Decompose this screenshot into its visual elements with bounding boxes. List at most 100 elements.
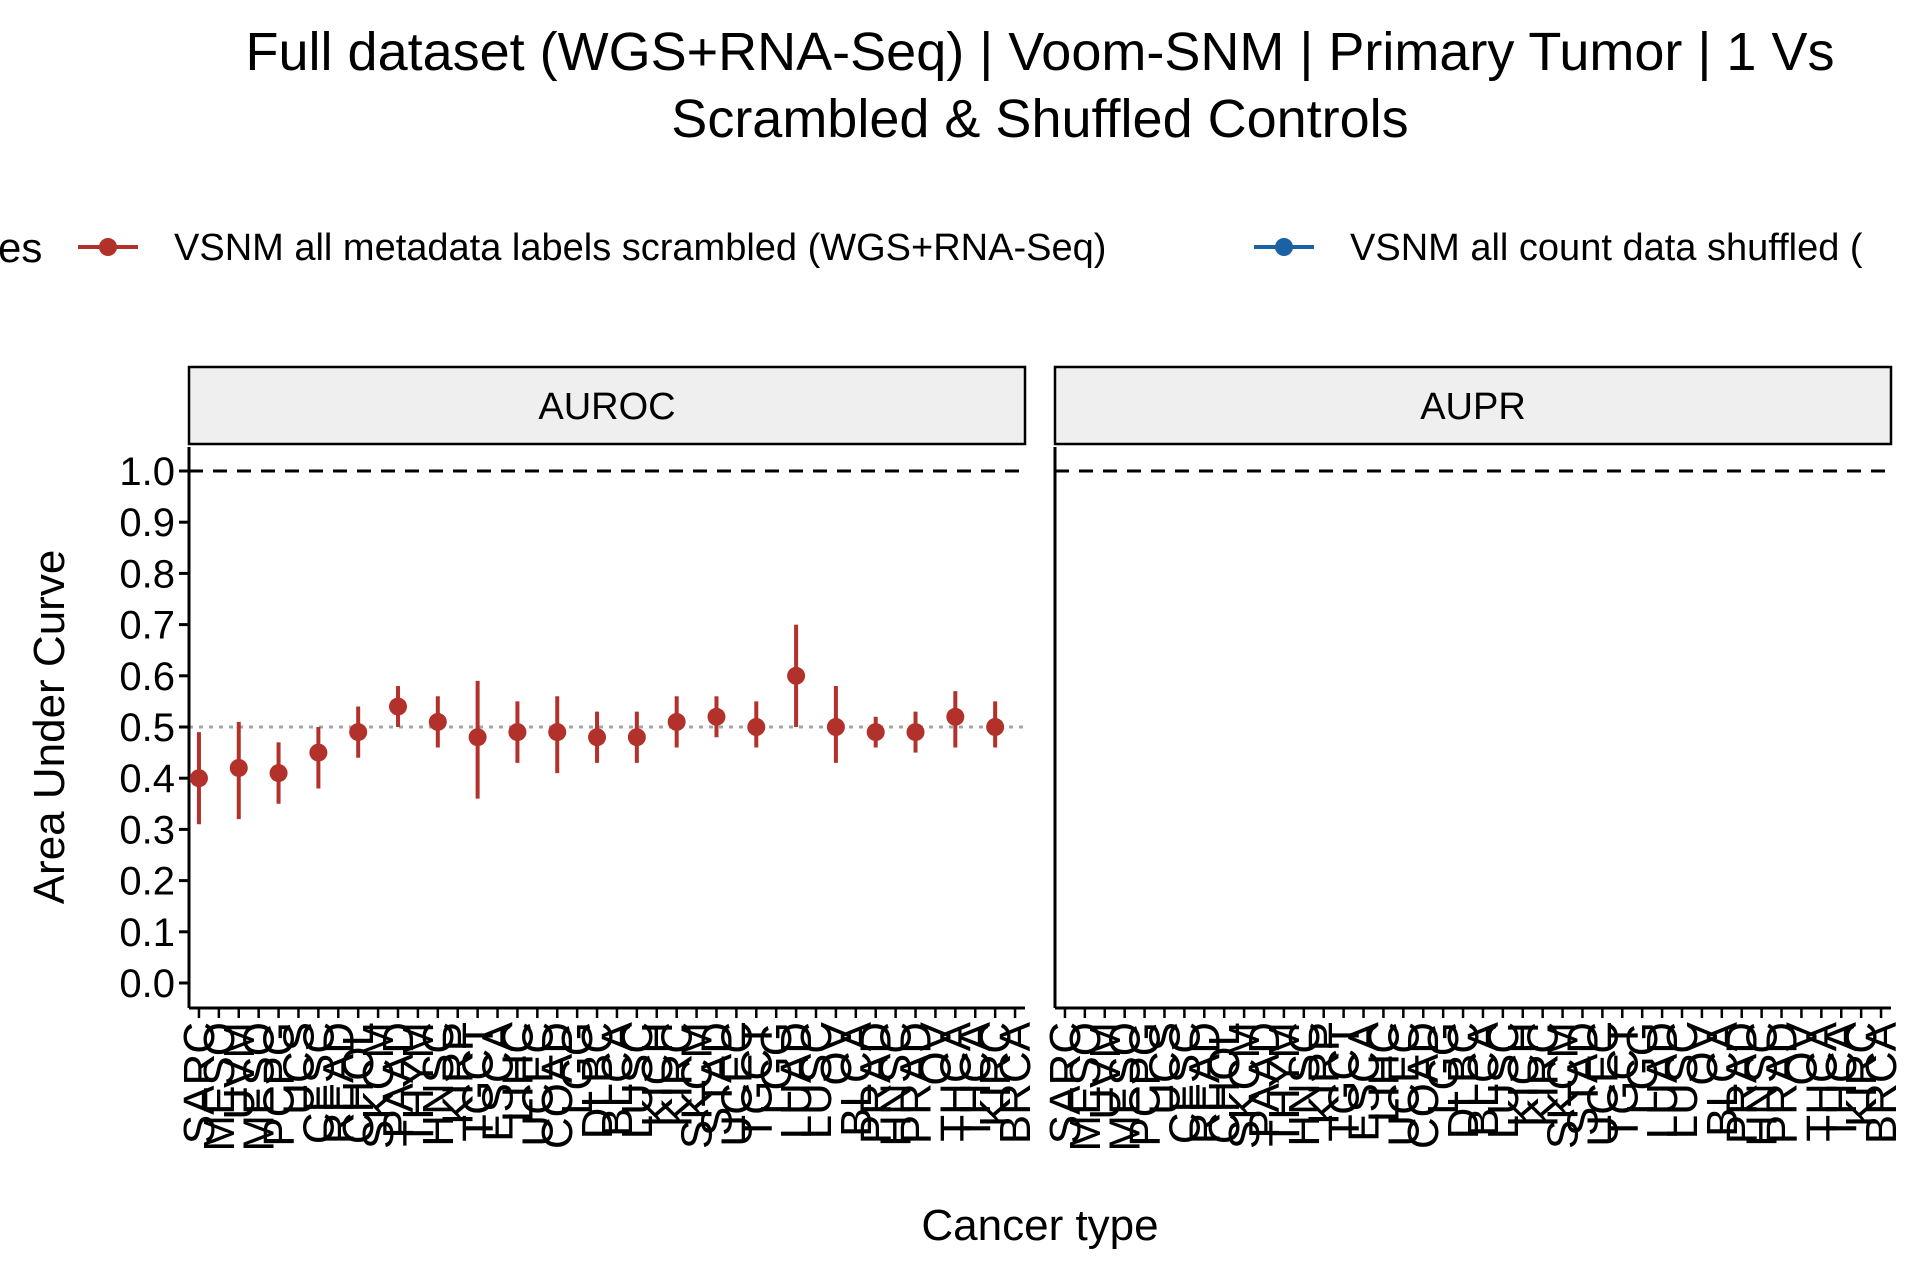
data-point xyxy=(906,723,925,742)
x-tick-label: KIRP xyxy=(1300,1022,1349,1125)
legend-key-scrambled xyxy=(78,238,138,256)
x-tick-label: UCS xyxy=(274,1022,323,1115)
x-tick-label: MESO xyxy=(1101,1022,1150,1152)
y-tick-label: 0.7 xyxy=(119,604,175,648)
x-tick-label: STAD xyxy=(1558,1022,1607,1136)
data-point xyxy=(269,764,288,783)
data-point xyxy=(787,666,806,685)
x-tick-label: SKCM xyxy=(1220,1022,1269,1149)
x-tick-label: READ xyxy=(314,1022,363,1144)
x-tick-label: ESCA xyxy=(474,1021,523,1141)
x-tick-label: PCPG xyxy=(255,1022,304,1147)
x-tick-label: UCEC xyxy=(513,1022,562,1147)
y-tick-label: 0.8 xyxy=(119,552,175,596)
x-tick-label: LUSC xyxy=(1658,1022,1707,1139)
x-tick-label: SARC xyxy=(1041,1022,1090,1144)
x-tick-label: BRCA xyxy=(991,1021,1040,1144)
x-tick-label: SKCM xyxy=(1539,1022,1588,1149)
x-tick-label: THYM xyxy=(394,1022,443,1147)
x-tick-label: LGG xyxy=(553,1022,602,1115)
x-axis-label: Cancer type xyxy=(921,1201,1158,1250)
x-tick-label: UCEC xyxy=(1379,1022,1428,1147)
x-tick-label: BLCA xyxy=(1698,1021,1747,1137)
x-tick-label: CHOL xyxy=(1200,1022,1249,1144)
x-tick-label: THCA xyxy=(931,1021,980,1141)
x-tick-label: KICH xyxy=(633,1022,682,1127)
chart-title-line2: Scrambled & Shuffled Controls xyxy=(671,89,1408,149)
x-tick-label: THYM xyxy=(1260,1022,1309,1147)
x-tick-label: KIRC xyxy=(1837,1022,1886,1127)
data-point xyxy=(627,728,646,747)
x-tick-label: MESO xyxy=(1061,1022,1110,1152)
x-tick-label: CESC xyxy=(294,1022,343,1144)
x-tick-label: MESO xyxy=(235,1022,284,1152)
data-point xyxy=(349,723,368,742)
x-tick-label: PRAD xyxy=(892,1022,941,1144)
x-tick-label: COAD xyxy=(533,1022,582,1149)
panel-aupr: SARCMESOUVMMESOPCPGUCSCESCREADCHOLSKCMPA… xyxy=(1041,447,1906,1152)
x-tick-label: LGG xyxy=(1419,1022,1468,1115)
strip-label-aupr: AUPR xyxy=(1420,386,1526,428)
x-tick-label: DLBC xyxy=(573,1022,622,1139)
x-tick-label: HNSC xyxy=(414,1022,463,1147)
legend: es VSNM all metadata labels scrambled (W… xyxy=(0,224,1863,271)
x-tick-label: TGCT xyxy=(454,1022,503,1142)
x-tick-label: OV xyxy=(812,1021,861,1085)
x-tick-label: TGCT xyxy=(1598,1022,1647,1142)
x-tick-label: LIHC xyxy=(1359,1022,1408,1122)
strip-label-auroc: AUROC xyxy=(538,386,675,428)
x-tick-label: LUAD xyxy=(772,1022,821,1139)
x-tick-label: OV xyxy=(911,1021,960,1085)
data-point xyxy=(866,723,885,742)
x-tick-label: HNSC xyxy=(1738,1022,1787,1147)
x-tick-label: PAAD xyxy=(374,1022,423,1139)
data-point xyxy=(826,718,845,736)
x-tick-label: PRAD xyxy=(852,1022,901,1144)
x-tick-label: UVM xyxy=(1081,1022,1130,1120)
x-tick-label: BLCA xyxy=(832,1021,881,1137)
x-tick-label: THCA xyxy=(1797,1021,1846,1141)
x-tick-label: KIRC xyxy=(653,1022,702,1127)
y-tick-label: 0.2 xyxy=(119,860,175,904)
x-tick-label: LUAD xyxy=(1638,1022,1687,1139)
data-point xyxy=(428,712,447,731)
data-point xyxy=(229,758,248,777)
strip-auroc: AUROC xyxy=(187,365,1027,446)
x-tick-label: DLBC xyxy=(1439,1022,1488,1139)
x-tick-label: BRCA xyxy=(1857,1021,1906,1144)
legend-title: es xyxy=(0,224,42,271)
x-tick-label: CHOL xyxy=(334,1022,383,1144)
x-tick-label: LUSC xyxy=(1479,1022,1528,1139)
x-tick-label: UCEC xyxy=(712,1022,761,1147)
legend-key-shuffled xyxy=(1254,238,1314,256)
data-point xyxy=(468,728,487,747)
x-tick-label: LUSC xyxy=(613,1022,662,1139)
x-tick-label: COAD xyxy=(1399,1022,1448,1149)
chart-title-line1: Full dataset (WGS+RNA-Seq) | Voom-SNM | … xyxy=(246,22,1835,82)
data-point xyxy=(548,723,567,742)
y-tick-label: 0.4 xyxy=(119,757,175,801)
y-tick-label: 0.5 xyxy=(119,706,175,750)
x-tick-label: UVM xyxy=(215,1022,264,1120)
x-tick-label: SKCM xyxy=(673,1022,722,1149)
data-point xyxy=(389,697,407,716)
y-axis-label: Area Under Curve xyxy=(25,550,74,905)
data-point xyxy=(309,743,328,762)
plot-panels: 0.00.10.20.30.40.50.60.70.80.91.0SARCMES… xyxy=(119,447,1906,1152)
data-point xyxy=(667,712,686,731)
x-tick-label: SARC xyxy=(175,1022,224,1144)
x-tick-label: PCPG xyxy=(1121,1022,1170,1147)
data-point xyxy=(588,728,607,747)
strip-aupr: AUPR xyxy=(1053,365,1893,446)
x-tick-label: BLCA xyxy=(593,1021,642,1137)
y-tick-label: 0.0 xyxy=(119,962,175,1006)
x-tick-label: HNSC xyxy=(872,1022,921,1147)
legend-label-shuffled: VSNM all count data shuffled ( xyxy=(1350,227,1863,269)
panel-auroc: 0.0 0.1 0.2 0.3 0.4 0.5 0.6 0.7 0.8 0.9 1.0 SARCMES… xyxy=(119,447,1040,1152)
x-tick-label: TGCT xyxy=(1320,1022,1369,1142)
data-point xyxy=(189,769,208,788)
x-tick-label: READ xyxy=(1180,1022,1229,1144)
x-tick-label: SKCM xyxy=(354,1022,403,1149)
x-tick-label: LIHC xyxy=(493,1022,542,1122)
